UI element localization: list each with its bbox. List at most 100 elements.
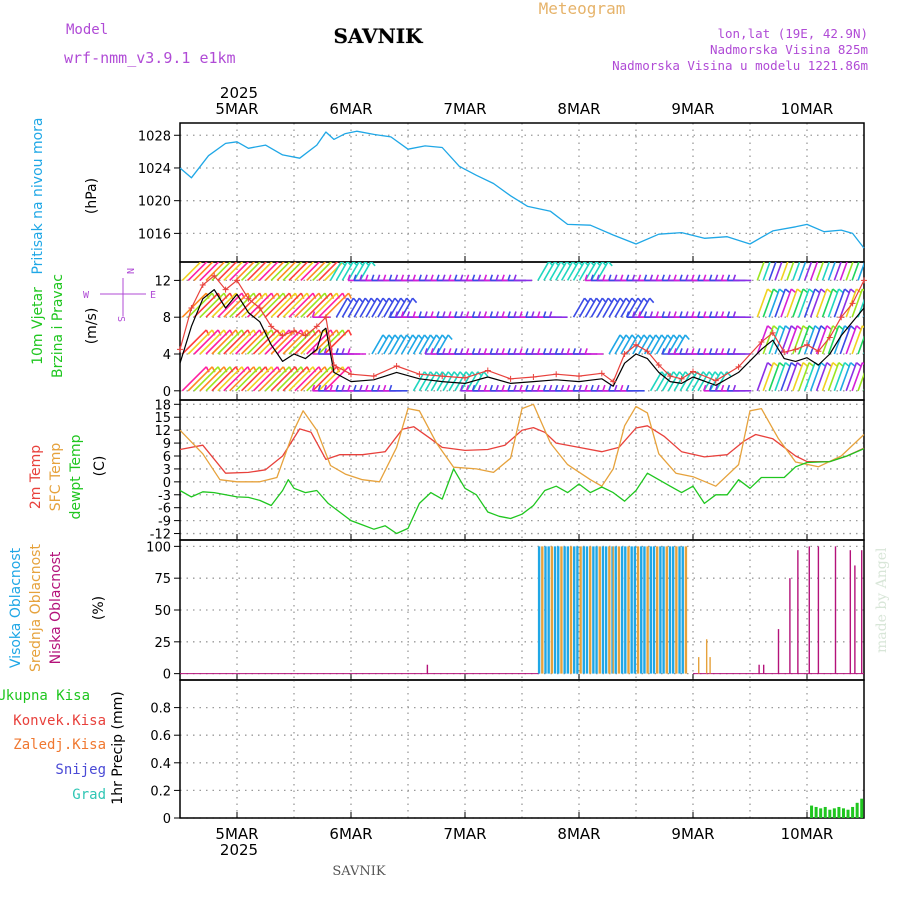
wind-barb-flag bbox=[827, 252, 832, 256]
wind-barb bbox=[276, 262, 297, 281]
wind-barb-flag bbox=[679, 311, 683, 318]
wind-barb bbox=[768, 262, 777, 281]
wind-barb-flag bbox=[874, 252, 879, 256]
wind-barb bbox=[821, 262, 831, 281]
wind-barb bbox=[252, 366, 279, 392]
wind-barb bbox=[596, 297, 609, 318]
wind-barb-flag bbox=[548, 311, 553, 318]
wind-barb bbox=[756, 262, 765, 281]
wind-barb-flag bbox=[684, 334, 690, 340]
wind-barb bbox=[264, 366, 290, 392]
wind-barb-flag bbox=[365, 274, 369, 281]
wind-unit: (m/s) bbox=[84, 308, 100, 345]
wind-barb-flag bbox=[850, 361, 856, 367]
wind-gust-marker bbox=[245, 295, 252, 302]
wind-barb bbox=[300, 329, 326, 355]
wind-barb bbox=[394, 334, 408, 355]
wind-ytick-label: 0 bbox=[163, 385, 171, 400]
wind-barb-flag bbox=[608, 274, 612, 281]
precip-legend-freezing: Zaledj.Kisa bbox=[13, 737, 106, 753]
wind-barb-flag bbox=[584, 384, 588, 392]
wind-barb-flag bbox=[826, 361, 833, 367]
wind-barb-flag bbox=[772, 288, 779, 294]
wind-barb bbox=[294, 262, 315, 281]
wind-barb-flag bbox=[459, 274, 464, 281]
wind-barb-flag bbox=[453, 311, 458, 318]
wind-barb bbox=[584, 262, 597, 281]
wind-barb bbox=[306, 262, 327, 281]
wind-barb-flag bbox=[802, 325, 809, 331]
wind-barb bbox=[318, 292, 344, 318]
wind-barb-flag bbox=[335, 384, 339, 392]
wind-barb bbox=[649, 371, 663, 392]
wind-barb bbox=[827, 288, 840, 318]
wind-barb bbox=[792, 362, 804, 392]
wind-barb bbox=[347, 262, 360, 281]
wind-barb bbox=[774, 288, 787, 318]
wind-barb-flag bbox=[637, 274, 642, 281]
temp-series-line bbox=[179, 448, 865, 535]
precip-ytick-label: 0.6 bbox=[150, 729, 171, 744]
wind-barb-flag bbox=[513, 311, 517, 318]
wind-barb bbox=[845, 362, 858, 392]
wind-barb bbox=[608, 334, 621, 355]
wind-barb bbox=[460, 371, 473, 392]
pressure-ytick-label: 1024 bbox=[138, 162, 171, 177]
wind-barb-flag bbox=[471, 311, 476, 318]
wind-barb bbox=[803, 262, 813, 281]
wind-barb bbox=[786, 325, 798, 355]
wind-gust-marker bbox=[268, 323, 275, 330]
wind-barb-flag bbox=[625, 384, 630, 392]
wind-barb-flag bbox=[388, 384, 393, 392]
wind-barb-flag bbox=[477, 348, 482, 355]
wind-barb bbox=[614, 297, 627, 318]
bottom-year-label: 2025 bbox=[220, 841, 258, 859]
wind-barb bbox=[638, 297, 651, 318]
wind-barb-flag bbox=[483, 348, 488, 355]
wind-barb-flag bbox=[525, 384, 529, 392]
wind-barb bbox=[821, 288, 834, 318]
wind-barb-flag bbox=[838, 361, 844, 367]
wind-barb bbox=[833, 362, 846, 392]
wind-barb bbox=[608, 297, 621, 318]
wind-barb-flag bbox=[702, 384, 707, 392]
wind-barb-flag bbox=[868, 363, 873, 367]
wind-barb-flag bbox=[536, 384, 541, 392]
wind-barb-flag bbox=[231, 262, 233, 263]
wind-barb bbox=[472, 371, 485, 392]
wind-barb-flag bbox=[732, 311, 737, 318]
top-day-label: 8MAR bbox=[557, 100, 600, 118]
wind-barb-flag bbox=[332, 262, 333, 263]
wind-barb-flag bbox=[667, 311, 671, 318]
wind-barb bbox=[246, 262, 268, 281]
wind-gust-marker bbox=[576, 373, 582, 380]
wind-barb bbox=[809, 288, 822, 318]
wind-barb bbox=[815, 362, 828, 392]
wind-barb bbox=[282, 366, 308, 392]
wind-barb-flag bbox=[436, 311, 440, 318]
wind-gust-marker bbox=[370, 373, 377, 380]
wind-barb-flag bbox=[833, 252, 838, 256]
wind-barb bbox=[578, 262, 592, 281]
precip-bar bbox=[810, 805, 814, 818]
wind-gust-marker bbox=[667, 373, 674, 380]
bottom-day-label: 10MAR bbox=[781, 825, 834, 843]
wind-barb bbox=[851, 262, 860, 281]
wind-barb bbox=[389, 297, 402, 318]
wind-gust-marker bbox=[781, 349, 788, 356]
bottom-day-label: 7MAR bbox=[443, 825, 486, 843]
wind-barb-flag bbox=[874, 326, 879, 330]
wind-barb-flag bbox=[820, 325, 827, 331]
wind-barb-flag bbox=[655, 311, 660, 318]
wind-barb-flag bbox=[442, 274, 446, 281]
wind-barb bbox=[211, 366, 237, 392]
wind-barb bbox=[205, 292, 231, 318]
wind-barb-flag bbox=[778, 361, 785, 367]
wind-barb bbox=[590, 262, 603, 281]
wind-barb bbox=[798, 262, 807, 281]
coords-text: lon,lat (19E, 42.9N) bbox=[717, 26, 868, 41]
wind-barb-flag bbox=[861, 325, 864, 329]
wind-barb bbox=[762, 325, 775, 355]
wind-barb-flag bbox=[584, 274, 588, 281]
wind-barb-flag bbox=[767, 325, 773, 331]
